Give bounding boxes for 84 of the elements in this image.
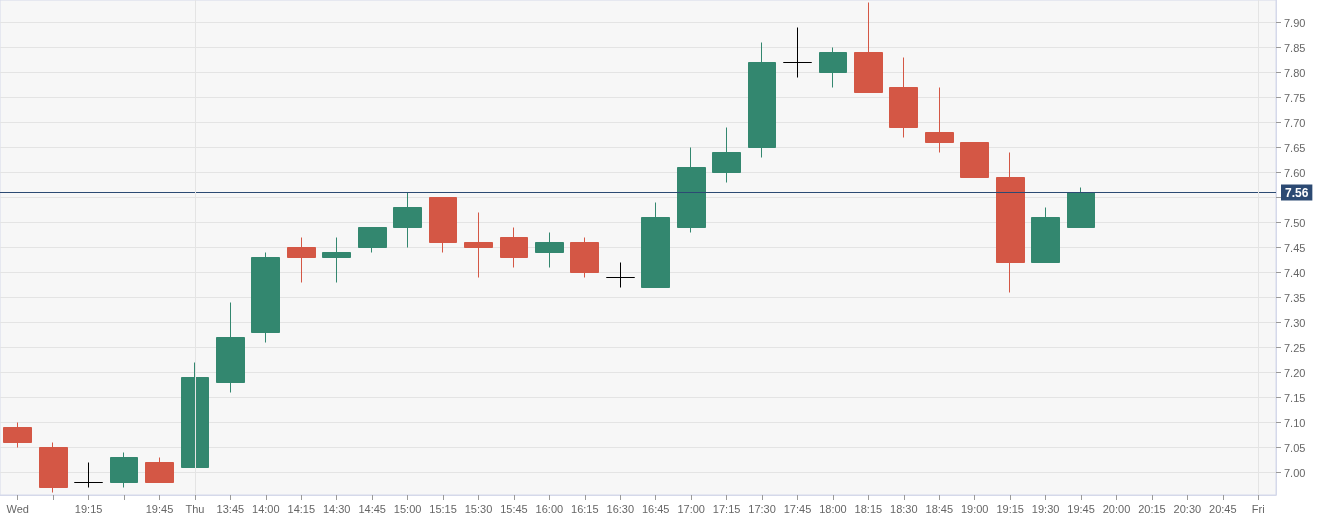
candlestick <box>358 227 387 253</box>
x-tick-label: 17:30 <box>748 502 776 515</box>
y-tick-label: 7.10 <box>1284 416 1306 429</box>
x-tick-label: 14:45 <box>358 502 386 515</box>
y-tick-label: 7.00 <box>1284 466 1306 479</box>
x-tick-label: 17:45 <box>783 502 812 515</box>
candlestick <box>464 212 493 278</box>
candlestick <box>1031 207 1060 263</box>
x-tick-label: 18:15 <box>854 502 883 515</box>
x-tick-label: 19:30 <box>1031 502 1060 515</box>
candlestick <box>677 147 706 233</box>
x-tick-label: 17:00 <box>677 502 705 515</box>
candlestick <box>145 457 174 483</box>
candlestick <box>39 442 68 493</box>
x-tick-label: 19:15 <box>996 502 1024 515</box>
candlestick <box>287 237 316 283</box>
x-tick-label: 14:30 <box>322 502 351 515</box>
x-tick-label: 13:45 <box>216 502 245 515</box>
x-tick-label: 20:15 <box>1138 502 1166 515</box>
candlestick <box>110 452 138 488</box>
x-tick-label: 15:15 <box>429 502 457 515</box>
x-tick-label: Wed <box>6 502 29 515</box>
candlestick <box>925 87 954 153</box>
x-tick-label: 15:30 <box>464 502 493 515</box>
candlestick <box>960 142 989 178</box>
x-tick-label: 19:15 <box>74 502 103 515</box>
y-tick-label: 7.25 <box>1284 341 1306 354</box>
y-tick-label: 7.75 <box>1284 91 1306 104</box>
candlestick <box>181 362 209 468</box>
ref-line-label: 7.56 <box>1285 185 1309 200</box>
candlestick <box>251 252 280 343</box>
y-tick-label: 7.90 <box>1284 16 1306 29</box>
x-tick-label: 18:45 <box>925 502 954 515</box>
candlestick <box>216 302 245 393</box>
candlestick <box>712 127 741 183</box>
x-tick-label: Fri <box>1251 502 1265 515</box>
y-tick-label: 7.15 <box>1284 391 1306 404</box>
candlestick <box>322 237 351 283</box>
x-tick-label: 14:00 <box>252 502 280 515</box>
candlestick <box>1067 187 1095 228</box>
y-tick-label: 7.50 <box>1284 216 1306 229</box>
y-tick-label: 7.60 <box>1284 166 1306 179</box>
x-tick-label: 15:00 <box>393 502 422 515</box>
candlestick <box>889 57 918 138</box>
x-tick-label: 19:00 <box>960 502 989 515</box>
candlestick <box>819 47 847 88</box>
y-tick-label: 7.20 <box>1284 366 1306 379</box>
candlestick <box>996 152 1025 293</box>
y-tick-label: 7.40 <box>1284 266 1306 279</box>
candlestick <box>535 232 564 268</box>
y-tick-label: 7.80 <box>1284 66 1306 79</box>
candlestick <box>429 197 457 253</box>
x-tick-label: 16:45 <box>641 502 670 515</box>
candlestick <box>783 27 812 78</box>
candlestick <box>606 262 635 288</box>
candlestick <box>3 422 32 448</box>
x-tick-label: Thu <box>185 502 205 515</box>
x-tick-label: 16:15 <box>571 502 599 515</box>
x-tick-label: 20:00 <box>1102 502 1131 515</box>
x-tick-label: 17:15 <box>712 502 741 515</box>
x-tick-label: 14:15 <box>287 502 316 515</box>
x-tick-label: 15:45 <box>500 502 528 515</box>
candlestick <box>500 227 528 268</box>
y-tick-label: 7.45 <box>1284 241 1306 254</box>
y-tick-label: 7.70 <box>1284 116 1306 129</box>
y-tick-label: 7.85 <box>1284 41 1306 54</box>
candlestick <box>748 42 776 158</box>
y-tick-label: 7.35 <box>1284 291 1306 304</box>
x-tick-label: 16:00 <box>535 502 564 515</box>
candlestick <box>74 462 103 488</box>
x-tick-label: 20:30 <box>1173 502 1202 515</box>
x-tick-label: 18:00 <box>819 502 847 515</box>
x-tick-label: 16:30 <box>606 502 635 515</box>
candlestick <box>641 202 670 288</box>
x-tick-label: 18:30 <box>890 502 918 515</box>
x-tick-label: 19:45 <box>1067 502 1095 515</box>
y-tick-label: 7.05 <box>1284 441 1306 454</box>
candlestick <box>393 192 422 248</box>
y-tick-label: 7.30 <box>1284 316 1306 329</box>
x-tick-label: 19:45 <box>145 502 174 515</box>
x-tick-label: 20:45 <box>1209 502 1237 515</box>
candlestick <box>570 237 599 278</box>
candlestick <box>854 2 883 93</box>
y-tick-label: 7.65 <box>1284 141 1306 154</box>
